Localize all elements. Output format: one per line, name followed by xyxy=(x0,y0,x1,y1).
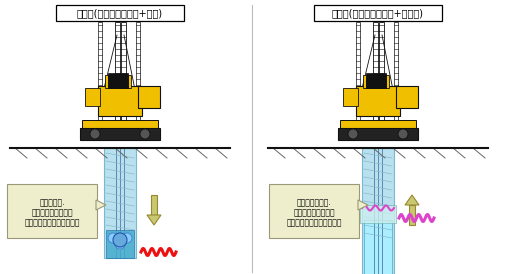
Text: 引上げ(セメントミルク+消泡剤): 引上げ(セメントミルク+消泡剤) xyxy=(332,8,424,18)
Bar xyxy=(98,86,142,116)
Bar xyxy=(85,88,100,106)
Circle shape xyxy=(115,239,125,249)
Bar xyxy=(373,22,378,140)
Polygon shape xyxy=(405,195,419,205)
Text: 混入し、気泡を消し: 混入し、気泡を消し xyxy=(293,209,335,218)
Bar xyxy=(151,195,157,215)
Bar xyxy=(379,22,384,140)
Bar xyxy=(115,22,120,140)
Circle shape xyxy=(113,233,127,247)
Bar xyxy=(80,128,160,140)
Polygon shape xyxy=(358,200,368,210)
Bar xyxy=(343,88,358,106)
Text: 削孔時(セメントミルク+気泡): 削孔時(セメントミルク+気泡) xyxy=(77,8,163,18)
Polygon shape xyxy=(147,215,161,225)
Bar xyxy=(356,86,400,116)
Bar xyxy=(366,75,386,88)
Bar xyxy=(364,220,392,274)
Circle shape xyxy=(140,129,150,139)
Bar xyxy=(56,5,184,21)
Text: セメントミルクに消泡剤を: セメントミルクに消泡剤を xyxy=(286,218,342,227)
Bar xyxy=(360,205,396,223)
Bar xyxy=(104,148,136,258)
Circle shape xyxy=(348,129,358,139)
Bar xyxy=(314,5,442,21)
Circle shape xyxy=(398,129,408,139)
Text: 加し、削孔時の流動: 加し、削孔時の流動 xyxy=(31,209,73,218)
Bar xyxy=(340,120,416,128)
Circle shape xyxy=(90,129,100,139)
Bar xyxy=(138,86,160,108)
Bar xyxy=(136,22,140,125)
Bar xyxy=(394,22,398,125)
Text: ながら引上げる.: ながら引上げる. xyxy=(296,198,331,207)
Bar xyxy=(98,22,102,125)
FancyBboxPatch shape xyxy=(269,184,359,238)
Bar xyxy=(106,230,134,258)
Bar xyxy=(108,73,128,88)
Bar xyxy=(108,75,128,88)
Bar xyxy=(356,22,360,125)
Circle shape xyxy=(108,233,118,243)
Bar xyxy=(409,205,415,225)
Polygon shape xyxy=(96,200,106,210)
Bar xyxy=(105,75,131,88)
Bar xyxy=(121,22,126,140)
Bar xyxy=(363,75,389,88)
Bar xyxy=(366,73,386,88)
Text: セメントミルクに気泡を添: セメントミルクに気泡を添 xyxy=(24,218,80,227)
Bar xyxy=(396,86,418,108)
Bar xyxy=(362,148,394,274)
Text: 性を高める.: 性を高める. xyxy=(39,198,65,207)
Circle shape xyxy=(122,233,132,243)
Bar xyxy=(82,120,158,128)
Bar xyxy=(338,128,418,140)
FancyBboxPatch shape xyxy=(7,184,97,238)
